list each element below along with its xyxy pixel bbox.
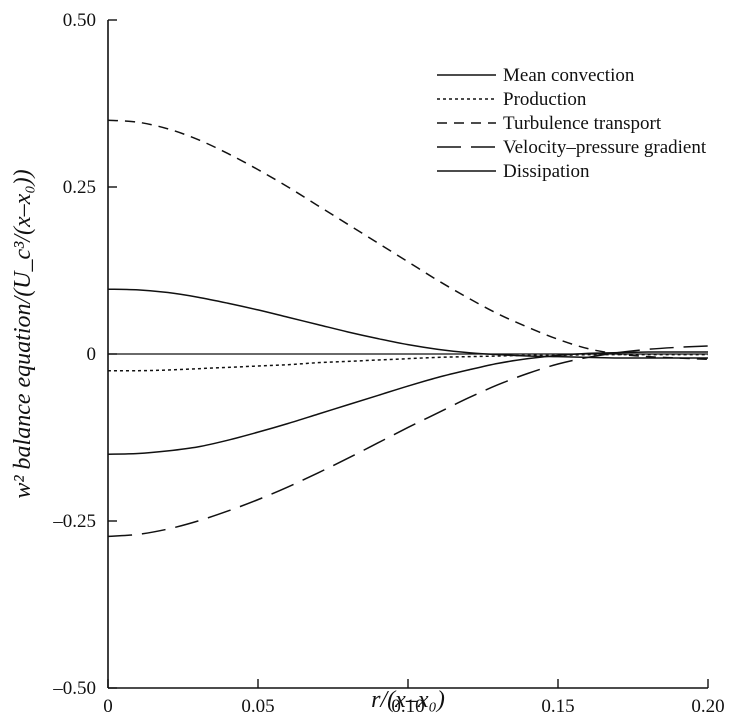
x-tick-label: 0 xyxy=(103,696,113,713)
x-tick-label: 0.15 xyxy=(541,696,574,713)
legend: Mean convection Production Turbulence tran… xyxy=(437,65,707,182)
ticks: –0.50 –0.25 0 0.25 0.50 0 0.05 0.10 0.15 0.20 xyxy=(52,10,724,713)
y-tick-label: 0 xyxy=(87,344,97,365)
x-tick-label: 0.10 xyxy=(391,696,424,713)
legend-label-production: Production xyxy=(503,89,587,110)
x-axis-label: r/(x–x₀) xyxy=(371,687,445,713)
series-line-velocity-pressure-gradient xyxy=(107,345,709,538)
series-line-turbulence-transport xyxy=(107,119,709,361)
x-tick-label: 0.20 xyxy=(691,696,724,713)
y-tick-label: –0.25 xyxy=(52,511,96,532)
legend-label-turbulence-transport: Turbulence transport xyxy=(503,113,662,134)
series-line-dissipation xyxy=(107,351,708,455)
series-line-mean-convection xyxy=(107,288,708,359)
y-tick-label: 0.25 xyxy=(63,177,96,198)
legend-label-mean-convection: Mean convection xyxy=(503,65,635,86)
y-tick-label: –0.50 xyxy=(52,678,96,699)
series-line-production xyxy=(107,353,708,372)
legend-label-velocity-pressure-gradient: Velocity–pressure gradient xyxy=(503,137,707,158)
y-axis-label: w² balance equation/(U_c³/(x–x₀)) xyxy=(10,169,36,498)
series-group xyxy=(107,119,709,538)
legend-label-dissipation: Dissipation xyxy=(503,161,590,182)
x-tick-label: 0.05 xyxy=(241,696,274,713)
y-tick-label: 0.50 xyxy=(63,10,96,31)
